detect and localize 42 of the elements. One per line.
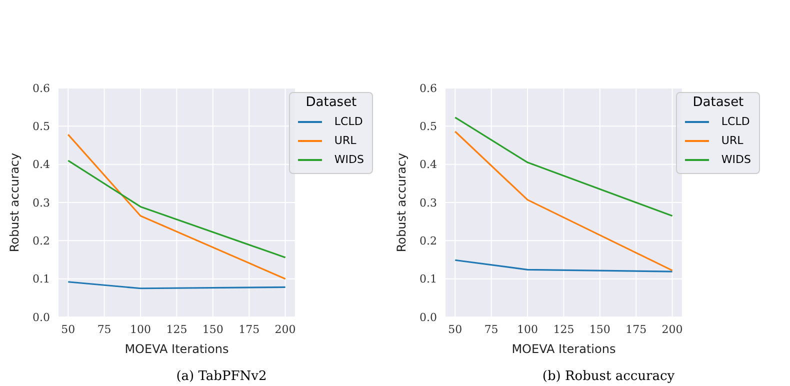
x-tick-label: 75 xyxy=(97,322,112,336)
text: (b) Robust accuracy xyxy=(541,369,676,384)
y-tick-label: 0.3 xyxy=(32,196,50,210)
y-tick-label: 0.6 xyxy=(420,82,437,95)
y-tick-label: 0.2 xyxy=(420,234,437,248)
x-tick-label: 100 xyxy=(517,322,538,336)
y-tick-label: 0.4 xyxy=(420,158,437,172)
legend-label: WIDS xyxy=(334,152,364,168)
x-axis-title: MOEVA Iterations xyxy=(124,342,229,356)
y-tick-label: 0.5 xyxy=(420,120,437,134)
y-tick-label: 0.6 xyxy=(32,82,50,95)
y-tick-label: 0.2 xyxy=(32,234,50,248)
y-tick-label: 0.3 xyxy=(420,196,437,210)
y-tick-label: 0.0 xyxy=(420,310,437,324)
y-tick-label: 0.5 xyxy=(32,120,50,134)
x-tick-label: 50 xyxy=(448,322,462,336)
x-tick-label: 175 xyxy=(626,322,647,336)
x-tick-label: 200 xyxy=(274,322,296,336)
x-tick-label: 125 xyxy=(553,322,574,336)
y-axis-title: Robust accuracy xyxy=(394,152,408,252)
y-tick-label: 0.1 xyxy=(420,272,437,286)
x-tick-label: 175 xyxy=(238,322,260,336)
legend-label: LCLD xyxy=(721,114,750,130)
y-tick-label: 0.0 xyxy=(32,310,50,324)
text: (a) TabPFNv2 xyxy=(175,369,268,384)
x-axis-title: MOEVA Iterations xyxy=(512,342,616,356)
legend-label: WIDS xyxy=(721,152,751,168)
x-tick-label: 150 xyxy=(202,322,224,336)
x-tick-label: 75 xyxy=(484,322,498,336)
x-tick-label: 200 xyxy=(662,322,683,336)
y-tick-label: 0.4 xyxy=(32,158,50,172)
y-axis-title: Robust accuracy xyxy=(7,152,22,252)
legend-label: LCLD xyxy=(334,114,363,130)
y-tick-label: 0.1 xyxy=(32,272,50,286)
x-tick-label: 100 xyxy=(130,322,152,336)
legend-label: URL xyxy=(721,133,744,149)
x-tick-label: 125 xyxy=(166,322,188,336)
legend-label: URL xyxy=(334,133,356,149)
legend-title: Dataset xyxy=(304,95,358,110)
x-tick-label: 50 xyxy=(61,322,76,336)
legend-title: Dataset xyxy=(692,95,745,110)
x-tick-label: 150 xyxy=(589,322,610,336)
